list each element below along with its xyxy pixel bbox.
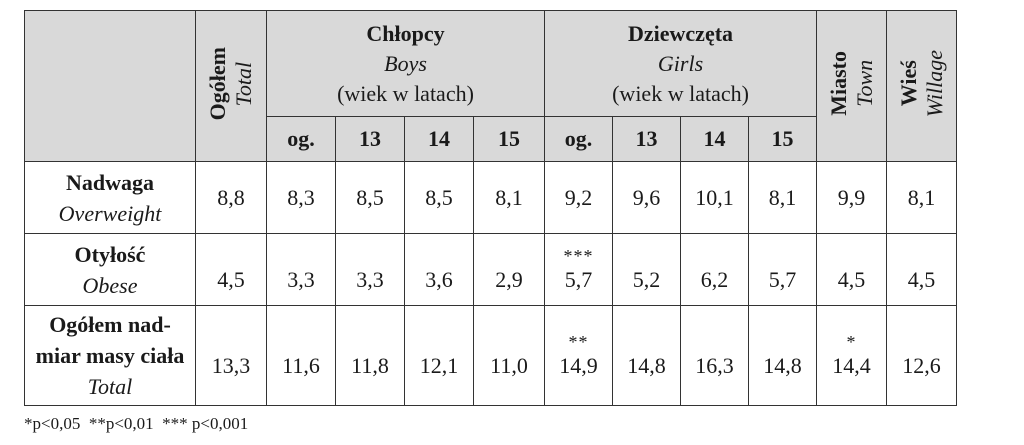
- row-label: Otyłość Obese: [24, 233, 196, 306]
- table-row: Ogółem nad- miar masy ciała Total 13,3 1…: [24, 305, 958, 406]
- subheader-boys-13: 13: [335, 116, 405, 162]
- table-row: Nadwaga Overweight 8,8 8,3 8,5 8,5 8,1 9…: [24, 161, 958, 234]
- row-label-pl: Otyłość: [74, 241, 146, 267]
- cell-value: 16,3: [680, 305, 750, 406]
- subheader-boys-15: 15: [472, 116, 546, 162]
- data-table: Ogółem Total Chłopcy Boys (wiek w latach)…: [24, 10, 958, 406]
- significance-marker: **: [568, 331, 589, 352]
- significance-marker: [474, 247, 544, 267]
- significance-marker: [474, 333, 544, 353]
- cell-value: 3,3: [335, 233, 405, 306]
- significance-marker: [887, 247, 956, 267]
- subheader-girls-15: 15: [748, 116, 818, 162]
- cell-value: 9,2: [544, 161, 614, 234]
- table-row: Otyłość Obese 4,5 3,3 3,3 3,6 2,9 *** 5,7…: [24, 233, 958, 306]
- significance-marker: [196, 333, 266, 353]
- cell-value: 4,5: [886, 233, 958, 306]
- header-girls-pl: Dziewczęta: [628, 20, 734, 46]
- significance-marker: [196, 247, 266, 267]
- header-village-pl: Wieś: [895, 60, 921, 107]
- cell-value: 2,9: [472, 233, 546, 306]
- significance-marker: [681, 333, 748, 353]
- header-town: Miasto Town: [816, 10, 888, 162]
- header-total-pl: Ogółem: [205, 46, 230, 121]
- header-total: Ogółem Total: [195, 10, 267, 162]
- significance-marker: [613, 333, 680, 353]
- cell-value: 11,6: [266, 305, 336, 406]
- cell-value: 9,6: [612, 161, 682, 234]
- significance-marker: [267, 247, 335, 267]
- cell-value: 3,6: [404, 233, 474, 306]
- subheader-girls-14: 14: [680, 116, 750, 162]
- significance-marker: [749, 333, 816, 353]
- significance-marker: [336, 247, 404, 267]
- cell-value: 14,8: [612, 305, 682, 406]
- header-boys: Chłopcy Boys (wiek w latach): [265, 10, 546, 117]
- cell-value: 8,8: [195, 161, 267, 234]
- row-label-pl: Nadwaga: [65, 169, 154, 195]
- header-village: Wieś Willage: [886, 10, 958, 162]
- cell-value: 4,5: [816, 233, 888, 306]
- significance-marker: *: [846, 331, 857, 352]
- significance-marker: [817, 247, 886, 267]
- cell-value: 8,5: [404, 161, 474, 234]
- significance-marker: [405, 247, 473, 267]
- cell-value: 8,5: [335, 161, 405, 234]
- row-label-en: Overweight: [58, 200, 162, 226]
- subheader-boys-14: 14: [404, 116, 474, 162]
- cell-value: 3,3: [266, 233, 336, 306]
- header-boys-pl: Chłopcy: [366, 20, 445, 46]
- cell-value: ** 14,9: [544, 305, 614, 406]
- row-label: Ogółem nad- miar masy ciała Total: [24, 305, 196, 406]
- header-town-en: Town: [851, 60, 877, 107]
- significance-marker: [681, 247, 748, 267]
- header-town-pl: Miasto: [825, 51, 851, 116]
- significance-marker: [267, 333, 335, 353]
- header-boys-note: (wiek w latach): [337, 80, 474, 106]
- cell-value: 13,3: [195, 305, 267, 406]
- header-total-en: Total: [231, 61, 256, 106]
- cell-value: 12,6: [886, 305, 958, 406]
- subheader-girls-13: 13: [612, 116, 682, 162]
- cell-value: 9,9: [816, 161, 888, 234]
- header-village-en: Willage: [921, 49, 947, 118]
- header-girls-note: (wiek w latach): [612, 80, 749, 106]
- cell-value: 11,8: [335, 305, 405, 406]
- footnote: *p<0,05 **p<0,01 *** p<0,001: [24, 414, 249, 433]
- cell-value: 8,1: [472, 161, 546, 234]
- cell-value: * 14,4: [816, 305, 888, 406]
- significance-marker: [887, 333, 956, 353]
- cell-value: 14,8: [748, 305, 818, 406]
- cell-value: 8,3: [266, 161, 336, 234]
- header-girls-en: Girls: [657, 50, 704, 76]
- cell-value: *** 5,7: [544, 233, 614, 306]
- significance-marker: ***: [563, 245, 594, 266]
- row-label: Nadwaga Overweight: [24, 161, 196, 234]
- cell-value: 4,5: [195, 233, 267, 306]
- row-label-pl: Ogółem nad-: [49, 312, 171, 337]
- subheader-boys-og: og.: [266, 116, 336, 162]
- cell-value: 5,2: [612, 233, 682, 306]
- cell-value: 5,7: [748, 233, 818, 306]
- cell-value: 8,1: [886, 161, 958, 234]
- significance-marker: [749, 247, 816, 267]
- row-label-pl-cont: miar masy ciała: [35, 343, 185, 368]
- corner-cell: [24, 10, 196, 162]
- row-label-en: Total: [87, 374, 133, 399]
- cell-value: 8,1: [748, 161, 818, 234]
- cell-value: 11,0: [472, 305, 546, 406]
- significance-marker: [336, 333, 404, 353]
- header-boys-en: Boys: [384, 50, 427, 76]
- significance-marker: [613, 247, 680, 267]
- subheader-girls-og: og.: [544, 116, 614, 162]
- cell-value: 10,1: [680, 161, 750, 234]
- cell-value: 12,1: [404, 305, 474, 406]
- row-label-en: Obese: [82, 272, 138, 298]
- cell-value: 6,2: [680, 233, 750, 306]
- header-girls: Dziewczęta Girls (wiek w latach): [544, 10, 818, 117]
- significance-marker: [405, 333, 473, 353]
